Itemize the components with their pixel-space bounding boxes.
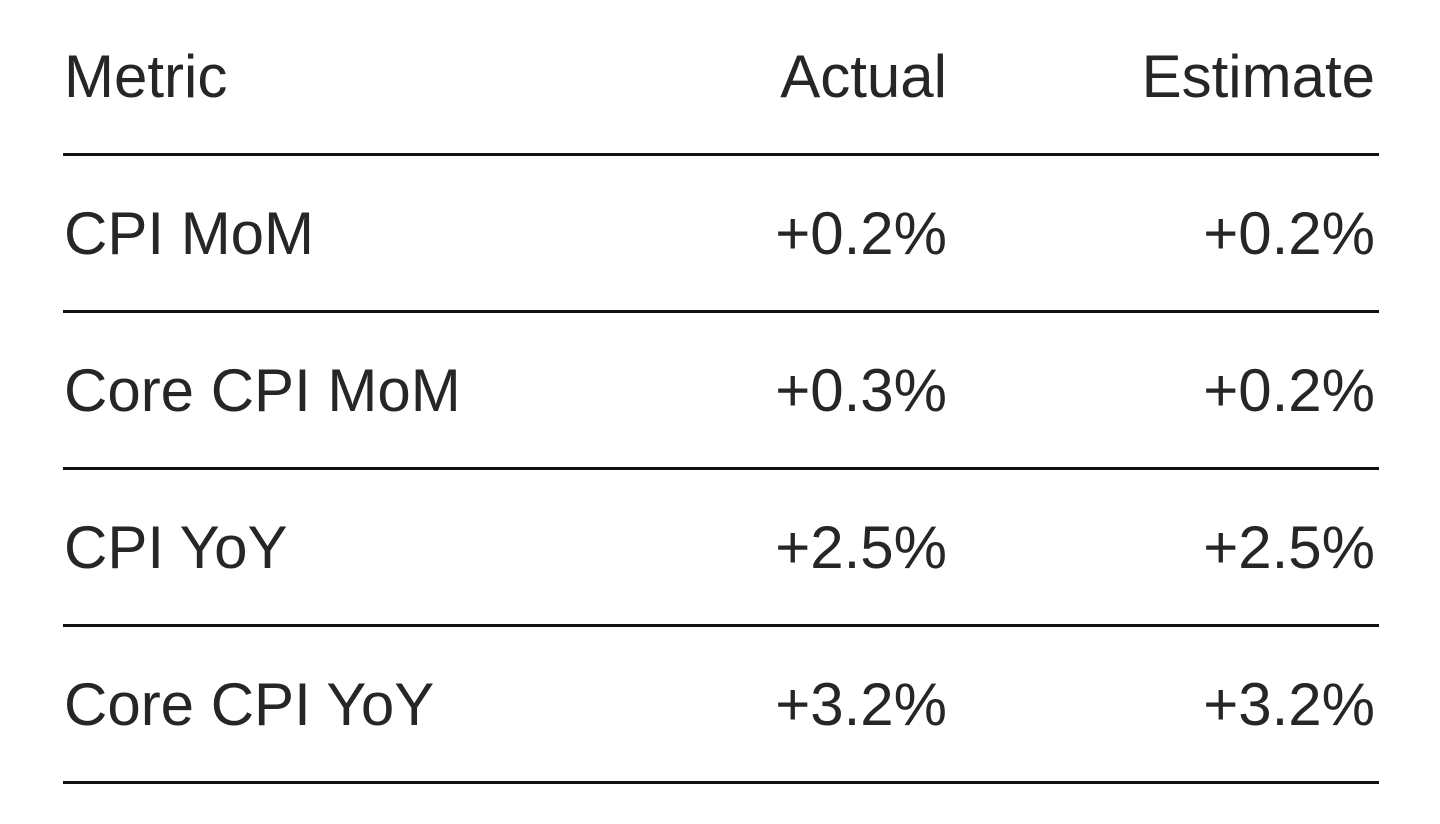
- table-cell: +2.5%: [775, 513, 947, 581]
- table-row: Core CPI MoM +0.3% +0.2%: [63, 313, 1379, 470]
- table: Metric Actual Estimate CPI MoM +0.2% +0.2% Cor…: [63, 0, 1379, 784]
- table-cell: +0.2%: [1203, 356, 1375, 424]
- table-row: Core CPI YoY +3.2% +3.2%: [63, 627, 1379, 784]
- table-cell: Core CPI MoM: [64, 356, 461, 424]
- table-cell: +3.2%: [775, 670, 947, 738]
- table-cell: CPI MoM: [64, 199, 315, 267]
- header-cell: Actual: [780, 43, 947, 110]
- table-cell: +0.2%: [1203, 199, 1375, 267]
- table-cell: +2.5%: [1203, 513, 1375, 581]
- table-cell: +0.2%: [775, 199, 947, 267]
- table-row: CPI MoM +0.2% +0.2%: [63, 156, 1379, 313]
- header-cell: Metric: [64, 43, 228, 110]
- table-row: CPI YoY +2.5% +2.5%: [63, 470, 1379, 627]
- table-cell: +3.2%: [1203, 670, 1375, 738]
- header-row: Metric Actual Estimate: [63, 0, 1379, 156]
- table-cell: +0.3%: [775, 356, 947, 424]
- header-cell: Estimate: [1141, 43, 1375, 110]
- table-cell: CPI YoY: [64, 513, 288, 581]
- table-cell: Core CPI YoY: [64, 670, 435, 738]
